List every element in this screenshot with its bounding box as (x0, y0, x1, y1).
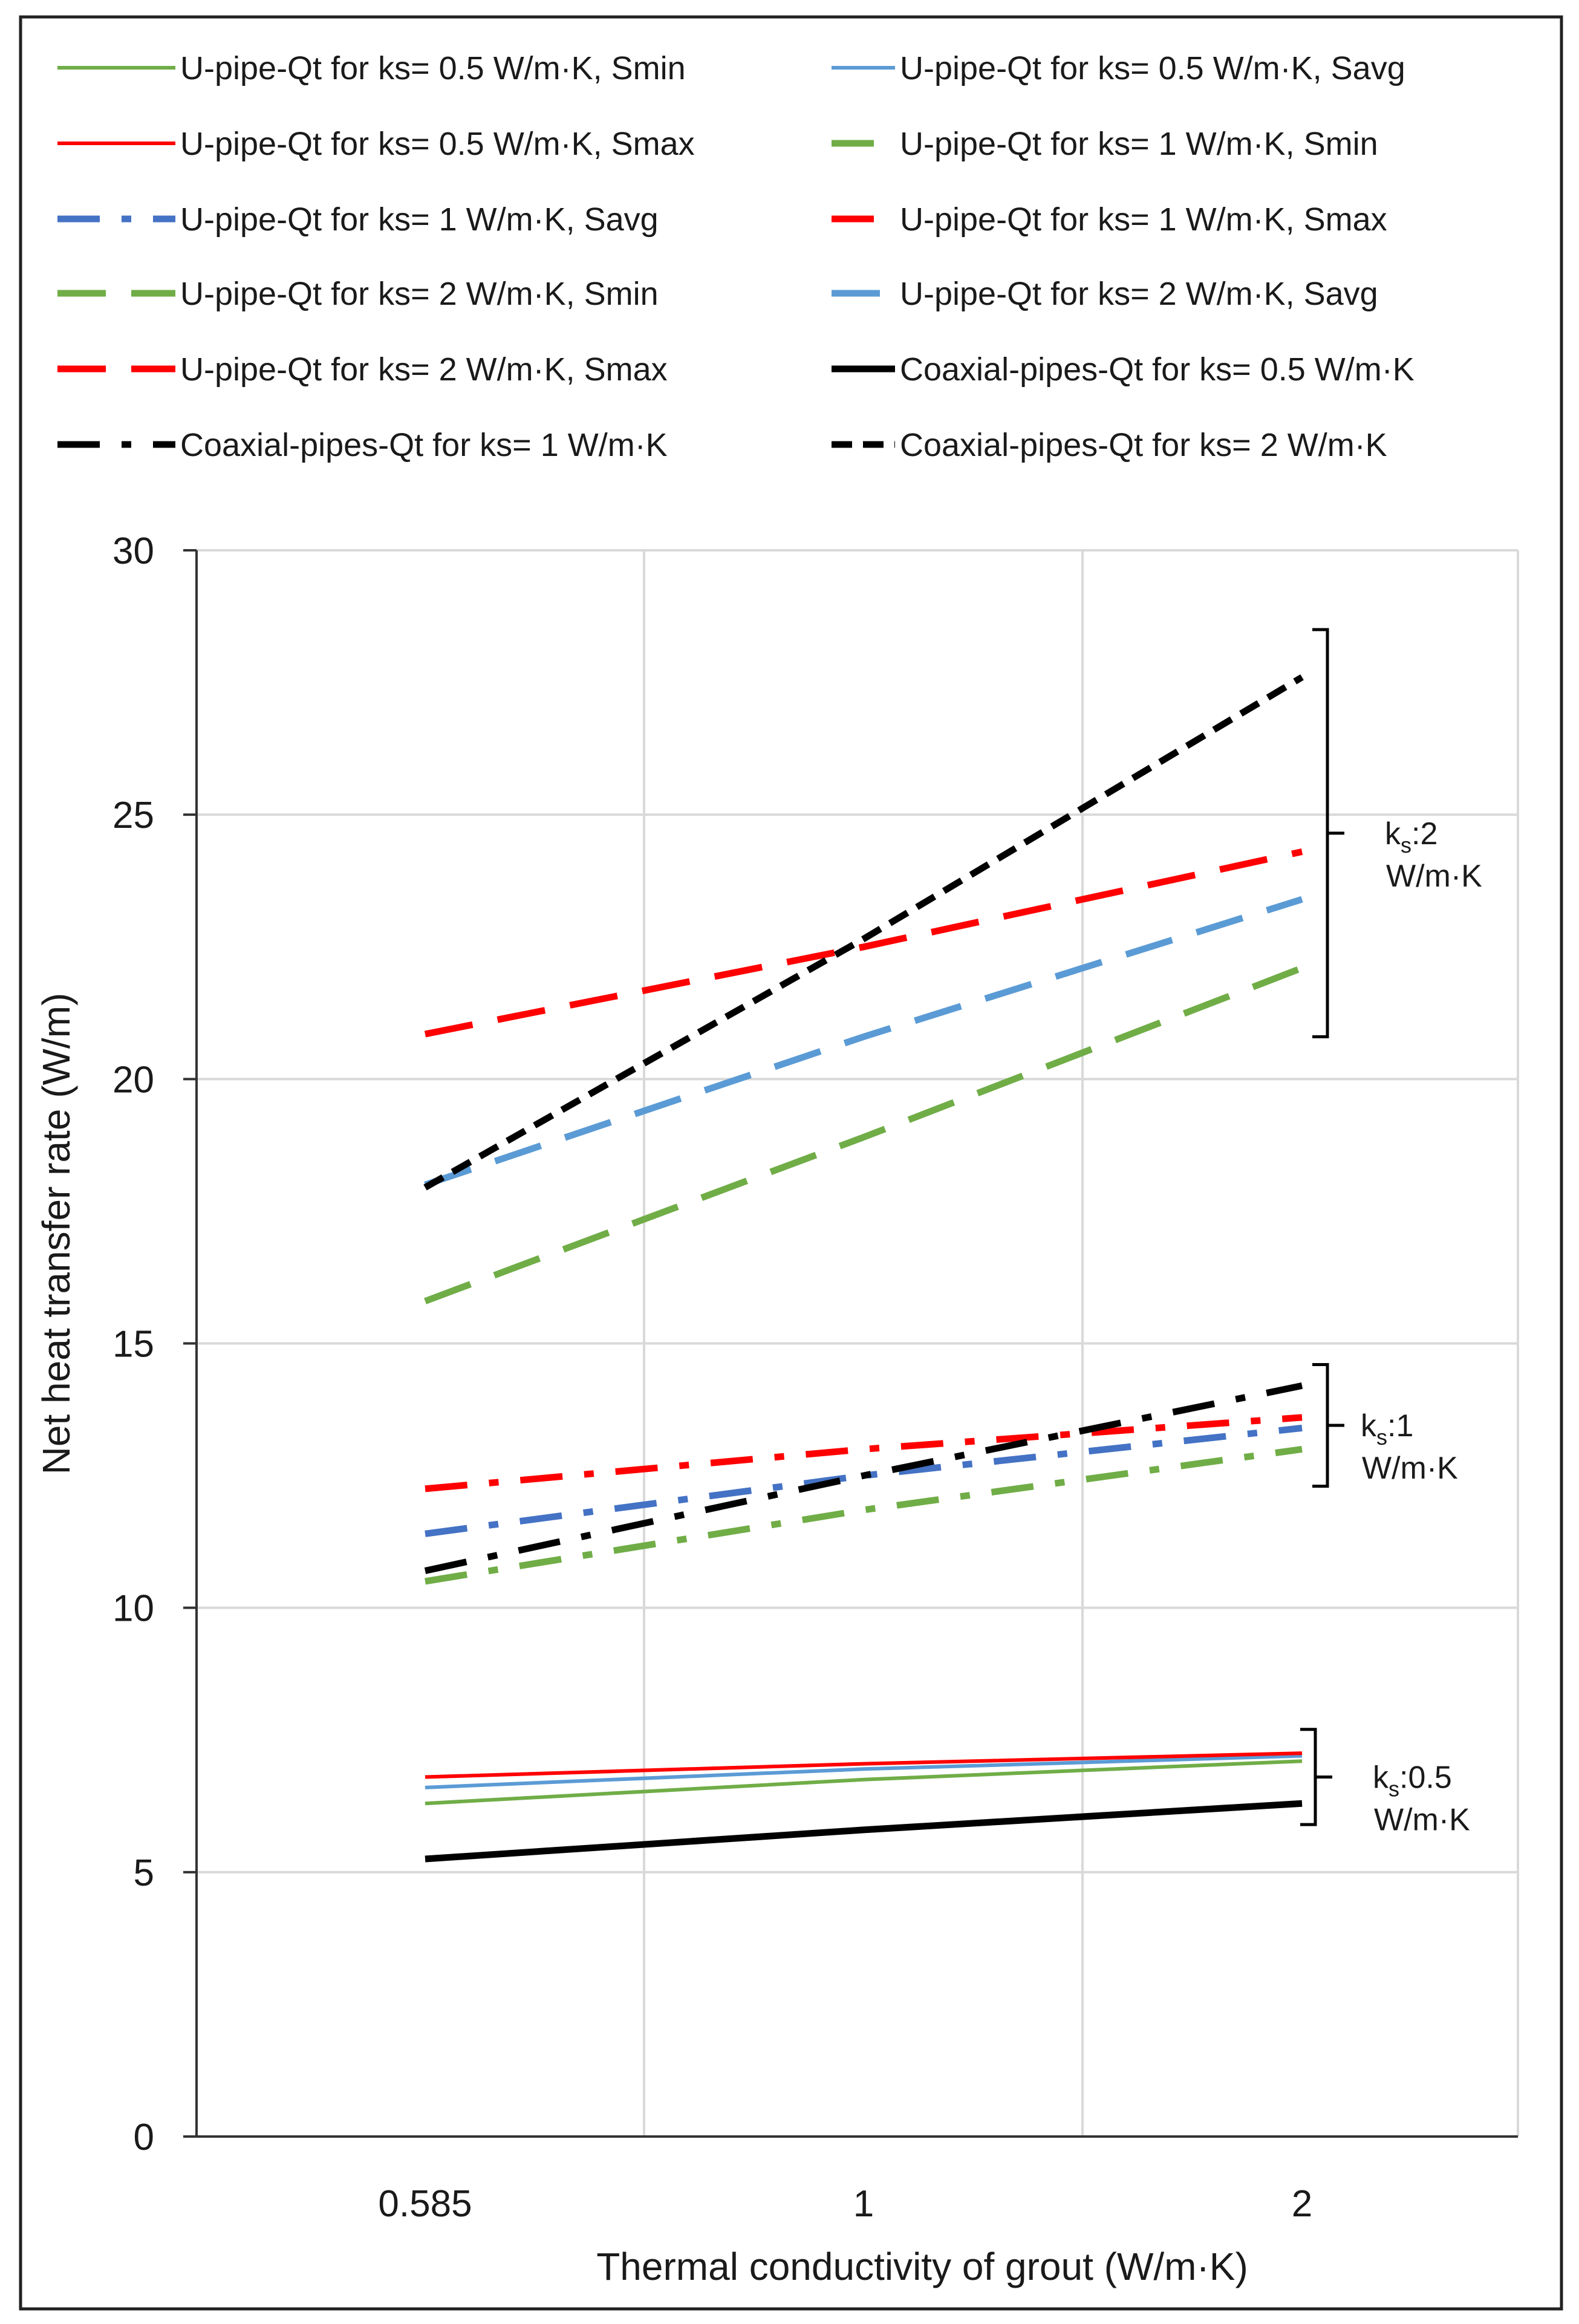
x-tick-label: 2 (1292, 2183, 1312, 2225)
legend-label-1: U-pipe-Qt for ks= 0.5 W/m·K, Smin (180, 50, 686, 86)
annotation-label-ks05: ks:0.5 (1373, 1760, 1452, 1801)
y-tick-label: 10 (112, 1588, 154, 1630)
annotation-label-ks2: ks:2 (1385, 816, 1437, 858)
bracket-ks2 (1312, 628, 1344, 1038)
legend-label-4: U-pipe-Qt for ks= 1 W/m·K, Smin (900, 126, 1378, 162)
y-tick-label: 15 (112, 1324, 154, 1365)
legend-label-8: U-pipe-Qt for ks= 2 W/m·K, Savg (900, 276, 1378, 312)
series-line-9 (424, 848, 1303, 1038)
y-tick-label: 30 (112, 530, 154, 572)
legend-label-10: Coaxial-pipes-Qt for ks= 0.5 W/m·K (900, 351, 1415, 388)
x-tick-label: 1 (853, 2183, 874, 2225)
series-line-4 (425, 1445, 1303, 1585)
legend-label-12: Coaxial-pipes-Qt for ks= 2 W/m·K (900, 427, 1387, 463)
annotation-subscript: s (1376, 1425, 1387, 1450)
annotation-unit-ks05: W/m·K (1374, 1802, 1470, 1837)
legend-label-9: U-pipe-Qt for ks= 2 W/m·K, Smax (180, 351, 668, 388)
annotation-value: :1 (1387, 1408, 1413, 1444)
annotation-label-ks1: ks:1 (1361, 1408, 1413, 1450)
bracket-ks1 (1312, 1362, 1344, 1488)
y-tick-label: 0 (134, 2117, 154, 2158)
legend-label-3: U-pipe-Qt for ks= 0.5 W/m·K, Smax (180, 126, 695, 162)
annotation-value: :0.5 (1399, 1760, 1452, 1795)
series-line-3 (425, 1751, 1303, 1779)
annotation-value: :2 (1411, 816, 1437, 851)
annotation-unit-ks2: W/m·K (1386, 859, 1482, 894)
bracket-ks05 (1300, 1728, 1332, 1826)
series-lines (423, 674, 1304, 1863)
series-line-2 (425, 1754, 1303, 1789)
annotation-symbol: k (1361, 1408, 1377, 1444)
legend-label-7: U-pipe-Qt for ks= 2 W/m·K, Smin (180, 276, 659, 312)
annotation-subscript: s (1401, 833, 1411, 858)
x-axis-title: Thermal conductivity of grout (W/m·K) (596, 2245, 1248, 2288)
gridlines (197, 549, 1519, 2137)
series-line-1 (425, 1759, 1303, 1806)
annotation-symbol: k (1373, 1760, 1389, 1795)
y-axis-title: Net heat transfer rate (W/m) (34, 993, 78, 1475)
legend-label-11: Coaxial-pipes-Qt for ks= 1 W/m·K (180, 427, 668, 463)
legend-label-6: U-pipe-Qt for ks= 1 W/m·K, Smax (900, 201, 1387, 238)
annotation-unit-ks1: W/m·K (1362, 1451, 1458, 1486)
axes: 0 5 10 15 20 25 30 0.585 1 2 (112, 530, 1518, 2225)
annotations: ks:2W/m·Kks:1W/m·Kks:0.5W/m·K (1300, 628, 1482, 1837)
series-line-6 (425, 1414, 1303, 1492)
y-tick-label: 25 (112, 795, 154, 836)
legend-label-2: U-pipe-Qt for ks= 0.5 W/m·K, Savg (900, 50, 1405, 86)
series-line-8 (424, 896, 1303, 1188)
series-line-12 (423, 674, 1304, 1191)
figure-border (19, 15, 1563, 2311)
legend-label-5: U-pipe-Qt for ks= 1 W/m·K, Savg (180, 201, 659, 238)
legend: U-pipe-Qt for ks= 0.5 W/m·K, Smin U-pipe-… (57, 50, 1415, 463)
y-tick-label: 20 (112, 1059, 154, 1101)
annotation-subscript: s (1389, 1776, 1399, 1801)
series-line-10 (425, 1800, 1303, 1863)
x-tick-label: 0.585 (378, 2183, 472, 2225)
series-line-7 (424, 965, 1303, 1304)
series-line-11 (424, 1382, 1303, 1574)
y-tick-label: 5 (134, 1852, 154, 1894)
annotation-symbol: k (1385, 816, 1401, 851)
series-line-5 (425, 1424, 1303, 1537)
